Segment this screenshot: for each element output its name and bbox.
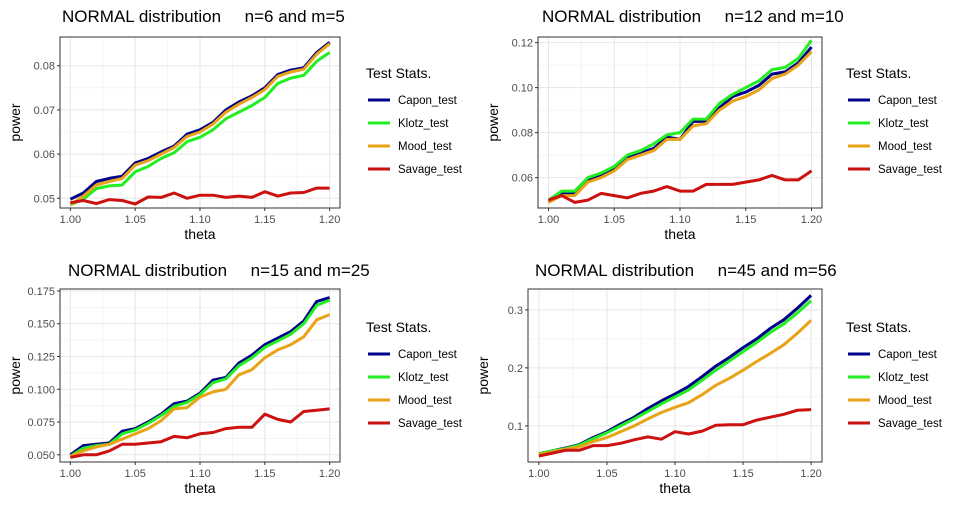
y-tick-label: 0.12 (512, 38, 533, 50)
series-line-mood-test (69, 313, 331, 458)
legend-title: Test Stats. (366, 319, 431, 335)
legend-label: Capon_test (878, 349, 938, 361)
series-line-mood-test (69, 42, 331, 207)
legend-title: Test Stats. (366, 65, 431, 81)
plot-border (59, 288, 341, 463)
y-tick-label: 0.075 (27, 417, 55, 429)
legend-label: Capon_test (398, 95, 458, 107)
legend-title: Test Stats. (846, 319, 911, 335)
series-line-mood-test (538, 319, 813, 456)
legend: Test Stats. Capon_test Klotz_test Mood_test… (846, 65, 943, 176)
legend-label: Savage_test (878, 418, 943, 430)
y-tick-label: 0.08 (512, 128, 533, 140)
y-axis-title: power (7, 356, 23, 394)
series-line-savage-test (538, 408, 812, 458)
legend-label: Mood_test (878, 141, 933, 153)
chart-panel-3: 1.00 1.05 1.10 1.15 1.20 0.050 0.075 0.100 0.125… (7, 261, 463, 496)
x-tick-label: 1.15 (254, 214, 275, 226)
x-tick-label: 1.05 (124, 468, 145, 480)
y-tick-label: 0.07 (34, 105, 55, 117)
legend-label: Capon_test (878, 95, 938, 107)
chart-title: NORMAL distribution n=12 and m=10 (542, 7, 844, 26)
series-line-klotz-test (69, 298, 331, 458)
chart-panel-1: 1.00 1.05 1.10 1.15 1.20 0.05 0.06 0.07 0.08 NORM… (7, 7, 463, 242)
series-line-klotz-test (547, 39, 813, 202)
y-axis-title: power (7, 103, 23, 141)
x-tick-label: 1.05 (604, 214, 625, 226)
legend-label: Mood_test (398, 395, 453, 407)
series-line-klotz-test (69, 51, 331, 207)
series-line-capon-test (69, 41, 331, 201)
x-tick-label: 1.00 (538, 214, 559, 226)
x-tick-label: 1.15 (254, 468, 275, 480)
x-tick-label: 1.20 (319, 214, 340, 226)
x-tick-label: 1.20 (319, 468, 340, 480)
chart-panel-2: 1.00 1.05 1.10 1.15 1.20 0.06 0.08 0.10 0.12 NORM… (485, 7, 943, 242)
x-axis-title: theta (184, 226, 215, 242)
y-tick-label: 0.2 (508, 363, 523, 375)
plot-border (527, 288, 823, 463)
x-tick-label: 1.10 (189, 468, 210, 480)
legend-label: Klotz_test (398, 118, 449, 130)
y-tick-label: 0.08 (34, 61, 55, 73)
legend-title: Test Stats. (846, 65, 911, 81)
y-tick-label: 0.10 (512, 83, 533, 95)
y-tick-label: 0.125 (27, 351, 55, 363)
y-tick-label: 0.175 (27, 286, 55, 298)
x-tick-label: 1.05 (596, 468, 617, 480)
x-axis-title: theta (184, 480, 215, 496)
y-tick-label: 0.150 (27, 319, 55, 331)
y-axis-title: power (485, 103, 501, 141)
y-tick-label: 0.100 (27, 384, 55, 396)
x-axis-title: theta (659, 480, 690, 496)
chart-title: NORMAL distribution n=6 and m=5 (62, 7, 345, 26)
y-tick-label: 0.06 (34, 149, 55, 161)
x-tick-label: 1.00 (528, 468, 549, 480)
series-line-savage-test (70, 186, 330, 206)
x-tick-label: 1.15 (735, 214, 756, 226)
series-line-klotz-test (538, 299, 813, 456)
chart-title: NORMAL distribution n=45 and m=56 (535, 261, 837, 280)
y-tick-label: 0.06 (512, 173, 533, 185)
legend-label: Savage_test (398, 164, 463, 176)
legend-label: Savage_test (398, 418, 463, 430)
y-tick-label: 0.050 (27, 450, 55, 462)
plot-border (537, 36, 823, 209)
x-tick-label: 1.00 (60, 468, 81, 480)
x-tick-label: 1.10 (664, 468, 685, 480)
series-line-savage-test (70, 407, 330, 459)
x-tick-label: 1.15 (732, 468, 753, 480)
legend-label: Mood_test (878, 395, 933, 407)
legend-label: Capon_test (398, 349, 458, 361)
series-line-savage-test (548, 169, 813, 204)
legend-label: Klotz_test (878, 372, 929, 384)
y-tick-label: 0.3 (508, 305, 523, 317)
legend-label: Klotz_test (398, 372, 449, 384)
legend-label: Savage_test (878, 164, 943, 176)
x-tick-label: 1.05 (124, 214, 145, 226)
legend-label: Klotz_test (878, 118, 929, 130)
x-tick-label: 1.10 (189, 214, 210, 226)
chart-title: NORMAL distribution n=15 and m=25 (68, 261, 370, 280)
legend: Test Stats. Capon_test Klotz_test Mood_test… (846, 319, 943, 430)
legend: Test Stats. Capon_test Klotz_test Mood_test… (366, 319, 463, 430)
plot-border (59, 36, 341, 209)
chart-panel-4: 1.00 1.05 1.10 1.15 1.20 0.1 0.2 0.3 NORMAL dist… (475, 261, 943, 496)
y-tick-label: 0.05 (34, 193, 55, 205)
x-tick-label: 1.20 (801, 214, 822, 226)
legend-label: Mood_test (398, 141, 453, 153)
y-axis-title: power (475, 356, 491, 394)
x-tick-label: 1.20 (800, 468, 821, 480)
x-axis-title: theta (664, 226, 695, 242)
series-line-mood-test (547, 50, 813, 204)
legend: Test Stats. Capon_test Klotz_test Mood_test… (366, 65, 463, 176)
x-tick-label: 1.10 (669, 214, 690, 226)
x-tick-label: 1.00 (60, 214, 81, 226)
y-tick-label: 0.1 (508, 421, 523, 433)
